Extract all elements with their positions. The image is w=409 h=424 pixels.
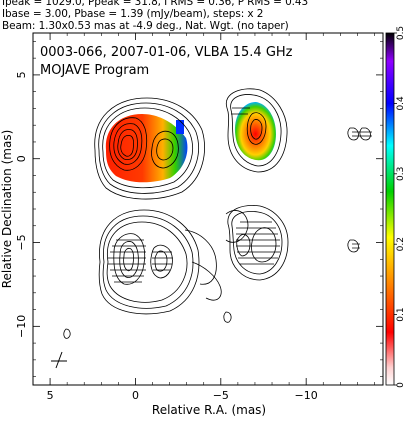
axis-ticks: 5 0 −5 −10 5 0 −5 −10 (15, 33, 383, 402)
y-axis-label: Relative Declination (mas) (0, 130, 14, 289)
contour-field (51, 88, 372, 369)
upper-right-contours (225, 88, 371, 173)
x-tick-label: −10 (295, 389, 318, 402)
y-tick-label: 0 (15, 155, 28, 162)
beam-ellipse (51, 351, 67, 369)
colorbar-ticks: 0 0.1 0.2 0.3 0.4 0.5 (394, 26, 406, 388)
chart-subtitle: MOJAVE Program (40, 63, 149, 78)
colorbar-tick-label: 0.1 (396, 307, 406, 321)
header-line-peak-rms: Ipeak = 1029.0, Ppeak = 31.8, I RMS = 0.… (2, 0, 309, 8)
colorbar-tick-label: 0.4 (396, 96, 406, 111)
colorbar (385, 32, 395, 386)
y-tick-label: −10 (15, 315, 28, 338)
x-tick-label: −5 (213, 389, 229, 402)
colorbar-tick-label: 0 (396, 382, 406, 388)
header-line-base-steps: Ibase = 3.00, Pbase = 1.39 (mJy/beam), s… (2, 8, 264, 20)
lower-core-hatching (108, 239, 173, 283)
upper-right-polarization-fill (234, 102, 276, 161)
upper-right-hatching (231, 107, 372, 137)
lower-core-contours (63, 209, 232, 339)
colorbar-tick-label: 0.2 (396, 237, 406, 251)
x-tick-label: 5 (47, 389, 54, 402)
x-tick-label: 0 (132, 389, 139, 402)
lower-right-contours (227, 205, 359, 281)
header-line-beam: Beam: 1.30x0.53 mas at -4.9 deg., Nat. W… (2, 20, 289, 32)
lower-right-hatching (236, 221, 360, 265)
colorbar-tick-label: 0.5 (396, 26, 406, 40)
x-axis-label: Relative R.A. (mas) (152, 403, 266, 417)
colorbar-tick-label: 0.3 (396, 167, 406, 181)
plot-frame (32, 32, 384, 386)
y-tick-label: −5 (15, 234, 28, 250)
chart-title: 0003-066, 2007-01-06, VLBA 15.4 GHz (40, 45, 293, 60)
y-tick-label: 5 (15, 71, 28, 78)
